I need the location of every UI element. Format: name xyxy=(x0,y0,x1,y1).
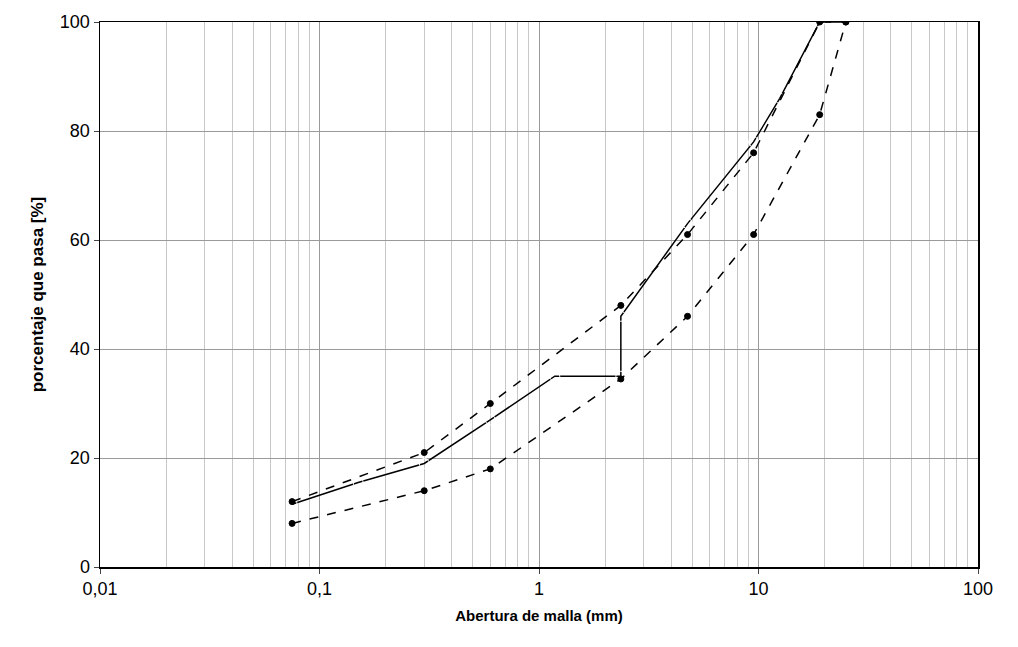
svg-text:100: 100 xyxy=(963,579,993,599)
svg-text:80: 80 xyxy=(70,121,90,141)
svg-text:0,01: 0,01 xyxy=(82,579,117,599)
svg-text:0: 0 xyxy=(80,557,90,577)
svg-text:10: 10 xyxy=(748,579,768,599)
svg-text:100: 100 xyxy=(60,12,90,32)
svg-text:60: 60 xyxy=(70,230,90,250)
svg-text:0,1: 0,1 xyxy=(307,579,332,599)
svg-text:Abertura de malla (mm): Abertura de malla (mm) xyxy=(455,607,623,624)
svg-text:40: 40 xyxy=(70,339,90,359)
svg-text:1: 1 xyxy=(534,579,544,599)
svg-text:porcentaje que pasa [%]: porcentaje que pasa [%] xyxy=(28,197,47,393)
svg-text:20: 20 xyxy=(70,448,90,468)
